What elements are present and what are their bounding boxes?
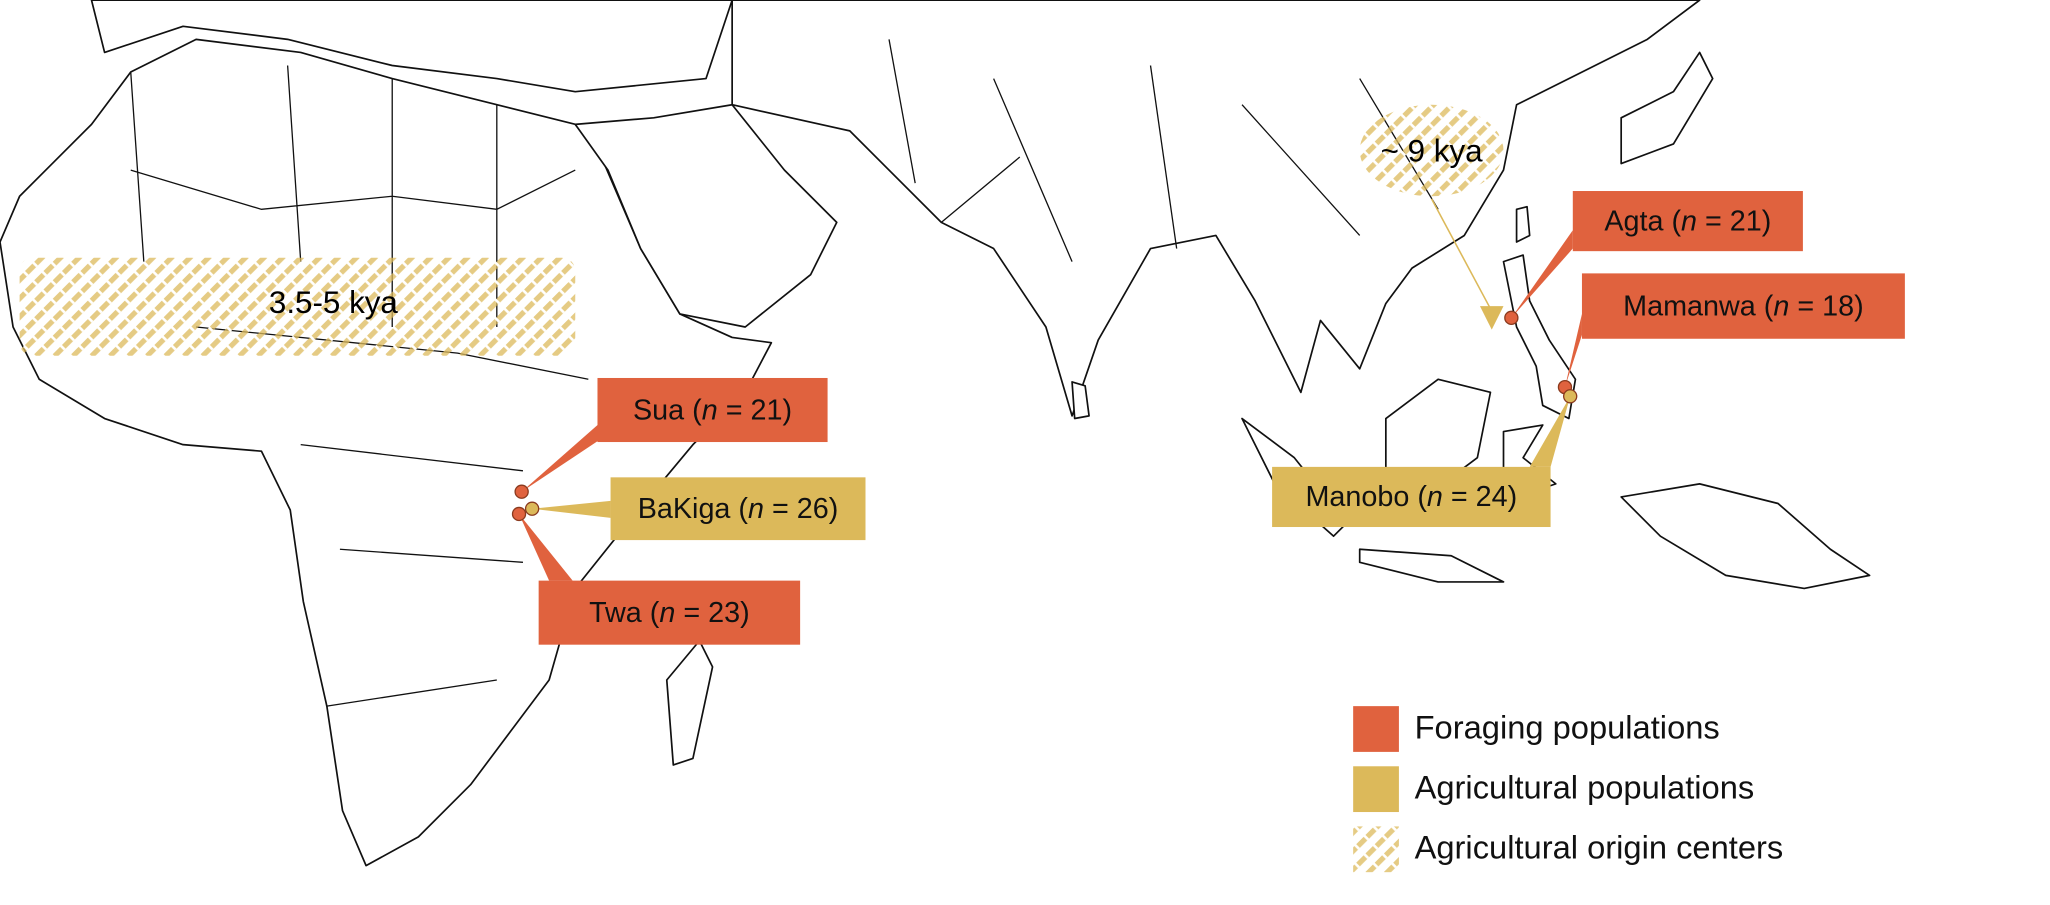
label-part: Manobo ( xyxy=(1305,481,1427,513)
origin-center-label: 3.5-5 kya xyxy=(269,285,399,320)
sri-lanka xyxy=(1071,381,1090,420)
label-part: Agta ( xyxy=(1604,205,1681,237)
spread-arrowhead xyxy=(1479,306,1504,330)
origin-center-area xyxy=(1359,104,1504,197)
label-box xyxy=(597,377,828,443)
legend-swatch xyxy=(1353,706,1399,752)
legend: Foraging populations Agricultural populat… xyxy=(1353,706,1784,873)
label-part: n xyxy=(748,493,764,525)
europe xyxy=(90,0,733,93)
japan xyxy=(1620,51,1714,165)
label-part: n xyxy=(1773,290,1789,322)
label-part: = 21) xyxy=(1697,205,1771,237)
origin-center-area xyxy=(19,257,576,356)
label-part: = 26) xyxy=(764,493,838,525)
label-part: Sua ( xyxy=(633,394,702,426)
label-part: = 18) xyxy=(1789,290,1863,322)
java xyxy=(1358,548,1505,583)
spread-arrow xyxy=(1430,198,1492,310)
new-guinea xyxy=(1620,483,1871,590)
population-label: Twa (n = 23) xyxy=(589,597,750,629)
label-box xyxy=(610,477,866,541)
label-pointer xyxy=(532,500,611,518)
label-box xyxy=(1572,191,1803,252)
population-dot xyxy=(1562,389,1578,404)
legend-label: Foraging populations xyxy=(1415,708,1720,745)
population-dot xyxy=(524,501,540,516)
madagascar xyxy=(665,639,714,766)
label-part: Mamanwa ( xyxy=(1623,290,1774,322)
population-label: Mamanwa (n = 18) xyxy=(1623,290,1864,322)
population-dot xyxy=(1504,310,1519,326)
asia xyxy=(731,0,1701,417)
label-part: n xyxy=(1427,481,1443,513)
label-part: n xyxy=(1681,205,1697,237)
population-dot xyxy=(514,484,529,499)
label-part: Twa ( xyxy=(589,597,660,629)
taiwan xyxy=(1515,205,1531,243)
label-part: = 21) xyxy=(718,394,792,426)
label-part: BaKiga ( xyxy=(638,493,749,525)
population-label: Manobo (n = 24) xyxy=(1305,481,1517,513)
arabia xyxy=(574,103,838,328)
legend-swatch xyxy=(1353,766,1399,813)
population-label: Agta (n = 21) xyxy=(1604,205,1771,237)
label-box xyxy=(1581,273,1905,339)
label-box xyxy=(1272,466,1551,528)
legend-label: Agricultural origin centers xyxy=(1415,829,1784,866)
legend-swatch xyxy=(1353,826,1399,873)
label-pointer xyxy=(1529,396,1571,467)
population-dot xyxy=(511,506,527,522)
origin-center-label: ~ 9 kya xyxy=(1381,133,1484,168)
label-box xyxy=(538,580,801,645)
label-pointer xyxy=(1564,313,1582,388)
label-part: = 23) xyxy=(675,597,749,629)
legend-label: Agricultural populations xyxy=(1415,768,1755,805)
label-part: = 24) xyxy=(1443,481,1517,513)
population-label: BaKiga (n = 26) xyxy=(638,493,839,525)
population-label: Sua (n = 21) xyxy=(633,394,792,426)
label-part: n xyxy=(702,394,718,426)
label-part: n xyxy=(659,597,675,629)
populations: Sua (n = 21)BaKiga (n = 26)Twa (n = 23)A… xyxy=(511,191,1905,645)
